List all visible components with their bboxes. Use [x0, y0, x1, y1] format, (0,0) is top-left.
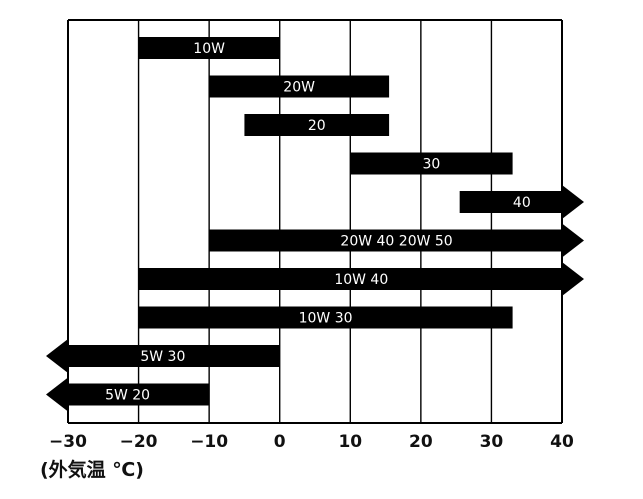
x-tick-label: −30 — [49, 432, 87, 452]
bar-label: 20W — [283, 80, 315, 96]
range-bar — [138, 37, 280, 59]
range-bar — [459, 185, 584, 219]
bar-label: 30 — [423, 157, 441, 173]
x-axis-label: (外気温 ℃) — [40, 458, 144, 481]
x-tick-label: 20 — [409, 432, 433, 452]
bar-label: 10W 30 — [299, 311, 353, 327]
range-bar — [209, 223, 584, 258]
x-tick-label: 30 — [480, 432, 504, 452]
x-tick-label: 40 — [550, 432, 574, 452]
bar-label: 20W 40 20W 50 — [340, 234, 452, 250]
bar-label: 40 — [513, 195, 531, 211]
x-tick-label: 0 — [274, 432, 286, 452]
x-axis-ticks: −30 −20 −10 0 10 20 30 40 — [49, 432, 574, 452]
range-bar — [138, 262, 585, 296]
range-bar — [350, 152, 513, 175]
x-tick-label: 10 — [338, 432, 362, 452]
bar-label: 20 — [308, 118, 326, 134]
range-bar — [46, 377, 210, 412]
chart-bars: 10W 20W 20 30 40 20W 40 20W 50 10W 40 10W 30 5W … — [46, 37, 585, 412]
bar-label: 5W 30 — [140, 349, 185, 365]
x-tick-label: −10 — [190, 432, 228, 452]
bar-label: 10W — [193, 41, 225, 57]
bar-label: 5W 20 — [105, 388, 150, 404]
range-bar — [209, 75, 390, 98]
x-tick-label: −20 — [120, 432, 158, 452]
range-bar — [138, 306, 513, 329]
range-bar — [244, 114, 390, 136]
range-bar — [46, 339, 280, 373]
bar-label: 10W 40 — [334, 272, 388, 288]
